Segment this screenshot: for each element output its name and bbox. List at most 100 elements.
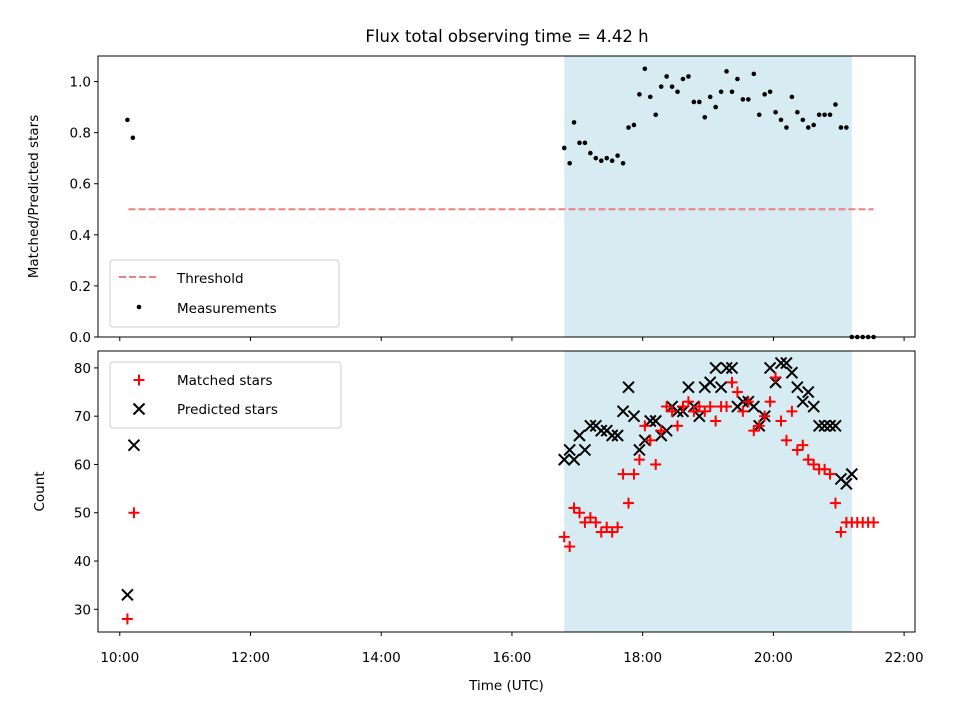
measurement-point <box>615 153 620 158</box>
predicted-star-point <box>633 443 646 457</box>
predicted-stars-legend-swatch <box>132 402 146 416</box>
measurement-point <box>680 76 686 82</box>
measurement-point <box>669 84 675 89</box>
matched-star-point <box>564 541 576 553</box>
predicted-star-point <box>682 381 695 394</box>
ratio-plot-frame <box>97 55 916 338</box>
measurement-point <box>784 125 789 130</box>
predicted-star-point <box>714 381 728 394</box>
measurement-point <box>707 94 713 100</box>
measurement-point <box>767 89 773 95</box>
predicted-star-point <box>611 429 624 442</box>
measurement-point <box>844 125 849 130</box>
measurement-point <box>582 140 588 146</box>
matched-star-point <box>780 434 792 446</box>
ratio-y-tick-label: 0.0 <box>70 330 91 346</box>
matched-star-point <box>628 468 640 480</box>
matched-star-point <box>623 497 635 509</box>
predicted-star-point <box>558 453 571 466</box>
measurement-points <box>125 66 876 340</box>
measurement-point <box>811 122 816 128</box>
count-y-tick-label: 30 <box>74 602 91 618</box>
predicted-star-point <box>802 385 815 399</box>
matched-star-point <box>573 507 585 519</box>
matched-star-point <box>584 512 596 524</box>
matched-stars-legend-swatch <box>133 374 145 386</box>
matched-star-point <box>639 420 651 432</box>
measurement-point <box>647 94 653 100</box>
matched-star-point <box>568 502 580 514</box>
measurement-point <box>756 112 762 118</box>
predicted-star-point <box>780 356 793 370</box>
ratio-y-tick-label: 0.8 <box>70 126 91 142</box>
measurement-point <box>637 92 642 97</box>
ratio-y-ticks: 0.0 0.2 0.4 0.6 0.8 1.0 <box>70 75 98 346</box>
matched-star-point <box>612 521 624 533</box>
predicted-star-point <box>818 419 831 433</box>
predicted-star-point <box>720 361 733 375</box>
matched-star-point <box>644 434 656 446</box>
matched-star-point <box>791 444 803 456</box>
measurement-point <box>746 97 751 102</box>
measurement-point <box>620 160 626 166</box>
threshold-legend-label: Threshold <box>176 271 244 287</box>
measurement-point <box>588 150 593 156</box>
measurement-point <box>702 115 708 120</box>
count-y-tick-label: 60 <box>74 457 91 473</box>
measurement-point <box>567 160 572 166</box>
matched-star-point <box>682 396 694 408</box>
measurement-point <box>691 99 697 105</box>
matched-star-point <box>121 613 133 625</box>
ratio-x-ticks <box>119 337 905 341</box>
predicted-star-point <box>627 409 641 423</box>
matched-stars-points <box>121 372 880 625</box>
count-y-tick-label: 40 <box>74 554 91 570</box>
matched-star-point <box>128 507 140 519</box>
measurement-point <box>577 140 582 146</box>
matched-star-point <box>590 516 602 528</box>
matched-star-point <box>737 405 749 417</box>
predicted-stars-legend-label: Predicted stars <box>177 402 278 418</box>
predicted-star-point <box>573 429 586 442</box>
measurement-point <box>735 76 740 82</box>
predicted-star-point <box>644 414 657 428</box>
time-x-axis-label: Time (UTC) <box>468 678 544 694</box>
matched-star-point <box>797 439 809 451</box>
matched-star-point <box>677 401 689 413</box>
predicted-star-point <box>578 443 592 457</box>
predicted-star-point <box>709 361 722 375</box>
measurement-point <box>604 155 610 161</box>
matched-star-point <box>731 386 743 398</box>
predicted-star-point <box>747 400 760 413</box>
matched-star-point <box>617 468 629 480</box>
predicted-star-point <box>785 366 799 379</box>
matched-star-point <box>699 405 711 417</box>
matched-star-point <box>666 405 678 417</box>
time-x-tick-label: 14:00 <box>362 650 401 666</box>
measurement-point <box>593 155 599 161</box>
measurement-point <box>762 92 767 97</box>
measurement-point <box>833 102 838 107</box>
measurement-point <box>130 135 136 141</box>
matched-star-point <box>726 376 738 388</box>
matched-star-point <box>748 425 760 437</box>
measurement-point <box>805 125 811 130</box>
observing-window-shade <box>564 56 852 337</box>
predicted-legend-marker <box>132 402 146 416</box>
measurement-point <box>642 66 648 72</box>
measurement-point <box>795 109 800 115</box>
predicted-star-point <box>567 453 581 466</box>
predicted-star-point <box>693 409 706 423</box>
matched-star-point <box>633 454 645 466</box>
matched-star-point <box>764 396 776 408</box>
matched-star-point <box>770 372 782 384</box>
measurement-point <box>713 104 718 110</box>
measurement-point <box>822 112 827 118</box>
predicted-star-point <box>127 438 141 452</box>
measurement-point <box>561 145 567 151</box>
matched-legend-marker <box>133 374 145 386</box>
count-y-tick-label: 80 <box>74 361 91 377</box>
matched-star-point <box>650 458 662 470</box>
measurement-point <box>740 97 746 102</box>
time-x-ticks: 10:00 12:00 14:00 16:00 18:00 20:00 22:00 <box>100 632 924 666</box>
